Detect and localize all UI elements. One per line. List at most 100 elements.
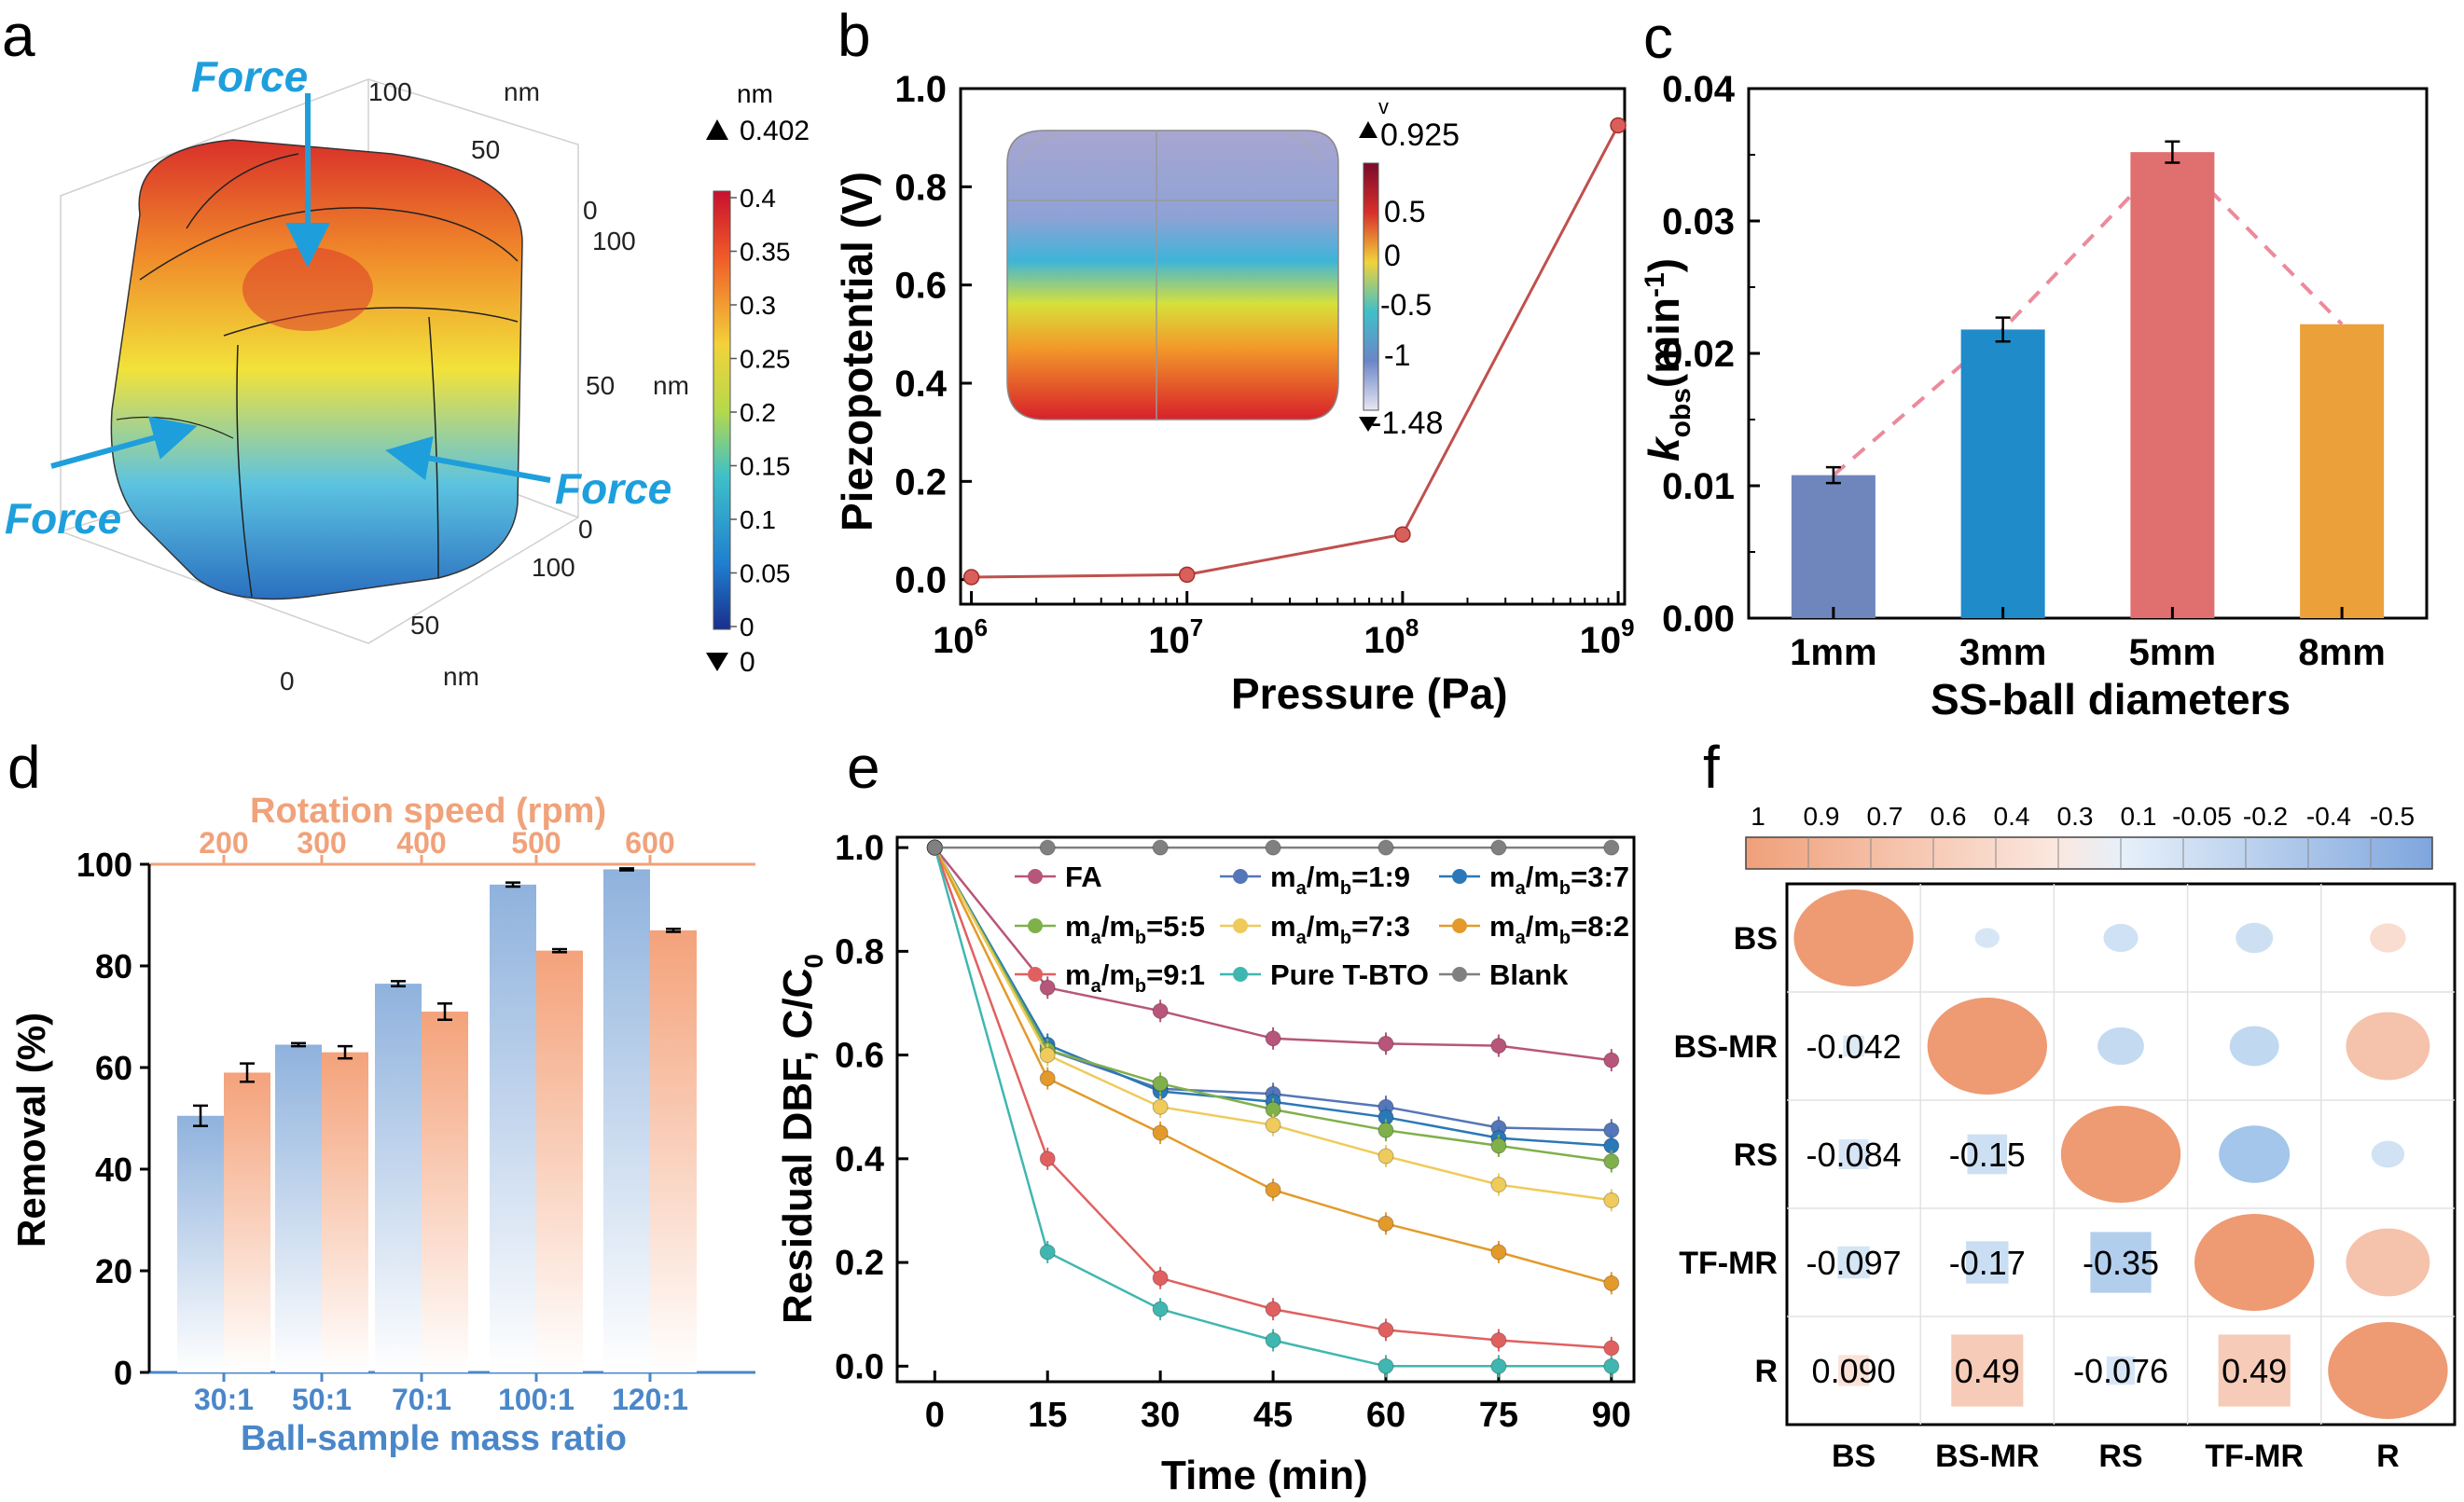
inset-tick: -1 xyxy=(1384,338,1410,372)
e-legend-label: Blank xyxy=(1489,958,1569,991)
b-xtick-base: 10 xyxy=(1148,620,1190,661)
inset-colorbar xyxy=(1363,162,1379,411)
e-legend-name: m xyxy=(1065,958,1091,991)
c-ylabel-main: k xyxy=(1640,435,1688,462)
e-legend-sub: a xyxy=(1516,878,1527,899)
e-ylabel-main: Residual DBF, C/C xyxy=(775,969,821,1324)
f-corr-circle xyxy=(2194,1214,2315,1311)
e-data-point xyxy=(1603,1192,1620,1208)
a-top-tick: 50 xyxy=(471,135,500,164)
c-bar-3mm xyxy=(1960,329,2045,618)
panel-label-b: b xyxy=(837,2,871,69)
e-legend-tail: =1:9 xyxy=(1351,861,1410,893)
d-top-tick-label: 200 xyxy=(199,826,248,860)
a-colorbar-tick: 0.2 xyxy=(740,398,776,427)
b-xtick-exp: 7 xyxy=(1190,613,1203,641)
e-legend-marker xyxy=(1233,967,1248,982)
panel-label-d: d xyxy=(7,734,41,801)
e-legend-label: ma/mb=1:9 xyxy=(1270,861,1410,899)
panel-c-chart: 0.00 0.01 0.02 0.03 0.04 1mm 3mm 5mm 8mm SS-bal… xyxy=(1640,69,2429,723)
panel-label-e: e xyxy=(847,734,880,801)
force-label-top: Force xyxy=(191,52,308,101)
e-data-point xyxy=(1490,1357,1507,1374)
e-legend-sub: b xyxy=(1135,928,1146,948)
a-bottom-tick: 0 xyxy=(280,667,295,696)
e-legend-marker xyxy=(1452,967,1467,982)
e-legend-sub: a xyxy=(1516,928,1527,948)
c-bar-5mm xyxy=(2130,152,2215,618)
a-top-tick: 100 xyxy=(368,77,412,106)
f-corr-circle xyxy=(2370,923,2406,953)
f-colorbar-tick: -0.2 xyxy=(2243,802,2288,831)
panel-label-a: a xyxy=(2,2,35,69)
f-corr-value: -0.042 xyxy=(1806,1027,1902,1066)
e-legend-marker xyxy=(1028,967,1043,982)
d-bar-rotation-speed xyxy=(536,950,583,1372)
e-legend-name: m xyxy=(1489,861,1516,893)
d-xtick-label: 70:1 xyxy=(392,1383,451,1416)
c-ylabel-close: ) xyxy=(1640,258,1688,272)
e-data-point xyxy=(1490,1244,1507,1261)
f-corr-square xyxy=(1837,1246,1870,1279)
e-xtick-label: 15 xyxy=(1028,1396,1067,1435)
b-xtick-base: 10 xyxy=(1580,620,1622,661)
a-bottom-tick: 50 xyxy=(410,611,439,640)
e-data-point xyxy=(1152,1075,1169,1092)
d-xtick-label: 120:1 xyxy=(612,1383,688,1416)
e-data-point xyxy=(1039,979,1056,996)
a-colorbar-tick: 0.15 xyxy=(740,452,791,481)
panel-b-chart: 0.00.20.40.60.81.0 106 107 108 109 Pressure… xyxy=(833,69,1635,718)
e-legend-tail: =3:7 xyxy=(1571,861,1629,893)
e-xtick-label: 75 xyxy=(1479,1396,1518,1435)
b-series-line xyxy=(971,124,1620,579)
e-legend-marker xyxy=(1028,918,1043,933)
f-colorbar-tick: 0.7 xyxy=(1867,802,1903,831)
e-xtick-label: 0 xyxy=(925,1396,945,1435)
e-data-point xyxy=(1490,1332,1507,1349)
e-data-point xyxy=(1152,1002,1169,1019)
e-legend-name: m xyxy=(1065,910,1091,943)
d-ytick-label: 100 xyxy=(76,846,132,884)
e-data-point xyxy=(1490,839,1507,856)
f-colorbar-tick: 0.4 xyxy=(1994,802,2030,831)
f-colorbar xyxy=(1745,836,2433,870)
f-colorbar-tick: -0.4 xyxy=(2306,802,2351,831)
e-data-point xyxy=(1490,1038,1507,1054)
e-data-point xyxy=(1603,1052,1620,1068)
e-legend-marker xyxy=(1452,918,1467,933)
e-legend-marker xyxy=(1028,869,1043,884)
f-col-label: BS xyxy=(1832,1439,1876,1474)
f-col-label: BS-MR xyxy=(1935,1439,2039,1474)
c-ytick-label: 0.03 xyxy=(1662,201,1735,242)
e-data-point xyxy=(1490,1177,1507,1193)
e-legend-sub: a xyxy=(1296,878,1308,899)
b-ytick-label: 0.0 xyxy=(894,560,947,601)
inset-tick: 0.5 xyxy=(1384,195,1425,228)
e-legend-label: FA xyxy=(1065,861,1102,893)
e-legend-mid: /m xyxy=(1101,958,1135,991)
f-corr-value: 0.49 xyxy=(1955,1352,2020,1390)
b-data-point xyxy=(1610,117,1627,134)
b-xtick-exp: 6 xyxy=(975,613,988,641)
a-colorbar-tick: 0.3 xyxy=(740,291,776,320)
a-colorbar-max: 0.402 xyxy=(740,116,810,146)
e-legend-sub: b xyxy=(1135,976,1146,997)
f-corr-circle xyxy=(2346,1012,2430,1081)
e-xtick-label: 45 xyxy=(1253,1396,1293,1435)
panel-label-f: f xyxy=(1703,734,1720,801)
f-corr-circle xyxy=(2097,1027,2144,1066)
inset-tick: 0 xyxy=(1384,239,1401,272)
e-ylabel-sub: 0 xyxy=(799,954,828,969)
c-xtick-label: 8mm xyxy=(2298,632,2385,673)
e-legend-sub: b xyxy=(1559,878,1571,899)
f-colorbar-tick: -0.05 xyxy=(2172,802,2232,831)
e-legend-marker xyxy=(1233,869,1248,884)
d-top-tick-label: 600 xyxy=(625,826,674,860)
e-data-point xyxy=(1039,1151,1056,1167)
d-top-tick-label: 500 xyxy=(511,826,561,860)
b-xlabel: Pressure (Pa) xyxy=(1231,669,1508,718)
e-legend-mid: /m xyxy=(1307,910,1340,943)
d-bar-rotation-speed xyxy=(322,1052,368,1372)
f-row-label: BS-MR xyxy=(1674,1029,1778,1065)
a-colorbar-tick: 0.4 xyxy=(740,184,776,213)
